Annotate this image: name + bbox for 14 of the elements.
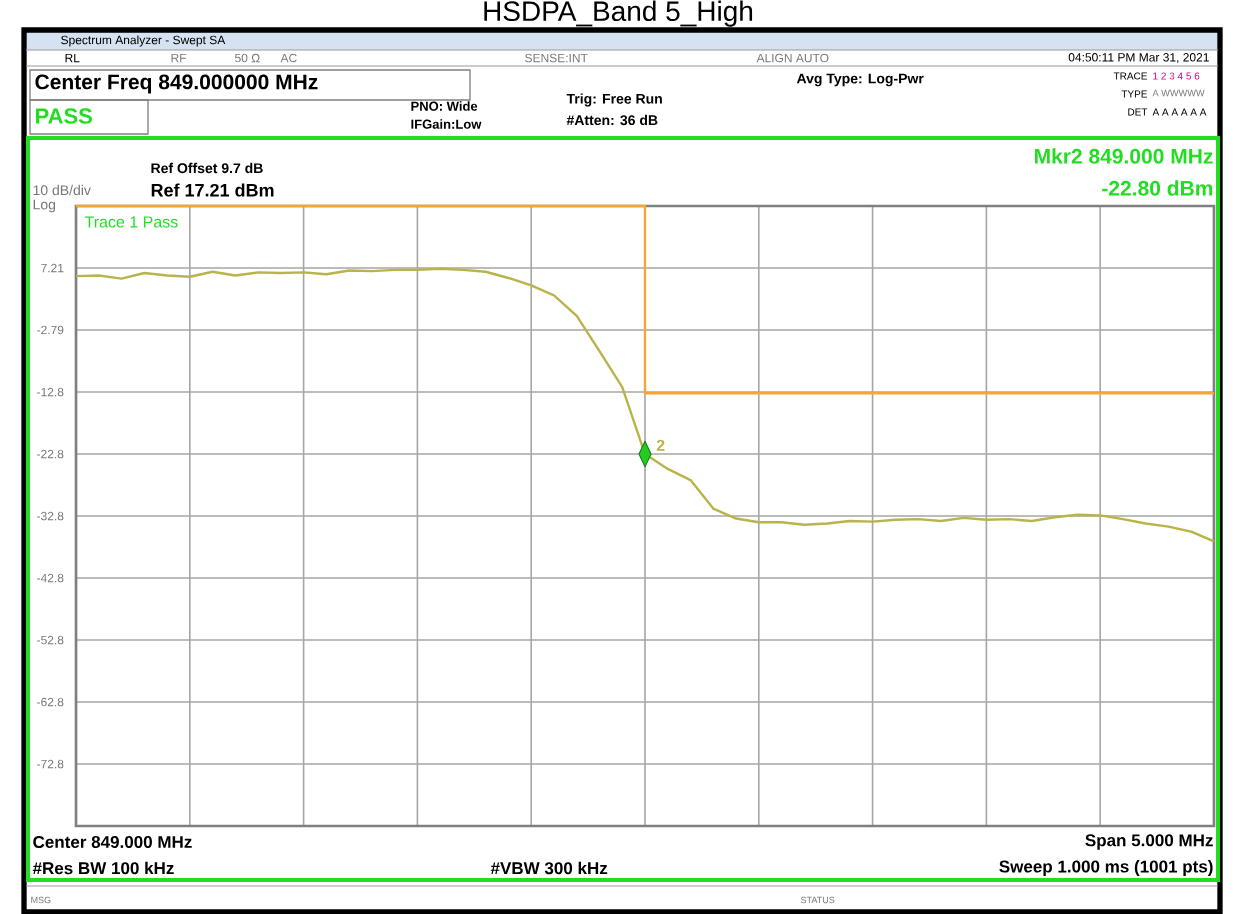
text: Sweep 1.000 ms (1001 pts) (999, 860, 1213, 876)
text: Center 849.000 MHz (33, 835, 192, 849)
text: PASS (36, 108, 92, 124)
text: #VBW 300 kHz (490, 861, 608, 875)
annotation: 2 (656, 439, 665, 451)
text: -22.80 dBm (1102, 180, 1213, 196)
text: #Res BW 100 kHz (32, 861, 174, 875)
chart-title: HSDPA_Band 5_High (484, 0, 753, 27)
text: Span 5.000 MHz (1085, 834, 1213, 850)
annotation: Trace 1 Pass (84, 216, 178, 228)
line-series (74, 267, 1216, 543)
text: Ref 17.21 dBm (151, 183, 274, 197)
text: Center Freq 849.000000 MHz (35, 74, 318, 94)
text: Mkr2 849.000 MHz (1035, 148, 1213, 164)
